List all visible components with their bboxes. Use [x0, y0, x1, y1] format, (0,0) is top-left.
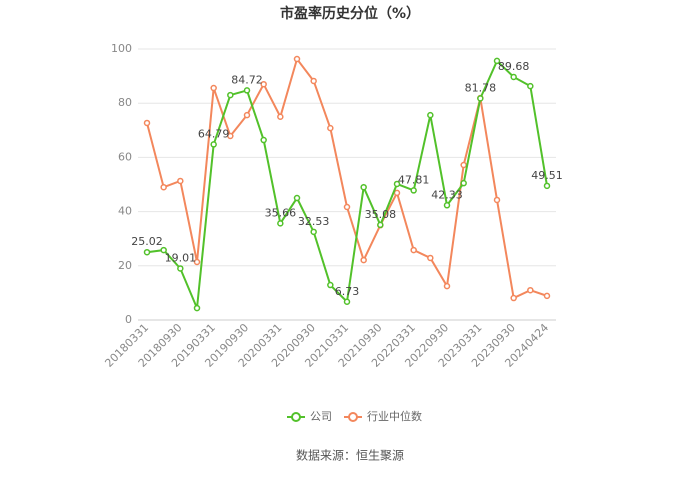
data-point [227, 132, 234, 140]
data-point [543, 292, 551, 300]
data-point [193, 258, 201, 266]
data-point [160, 183, 167, 191]
data-point [460, 161, 467, 169]
data-label: 35.66 [265, 206, 297, 219]
data-label: 49.51 [531, 169, 563, 182]
data-point [260, 136, 267, 144]
source: 数据来源：恒生聚源 [296, 448, 404, 463]
data-point [177, 265, 184, 272]
data-point [177, 177, 184, 185]
data-point [210, 141, 217, 148]
series-line [146, 56, 548, 300]
data-point [327, 124, 334, 132]
data-point [393, 180, 401, 188]
y-tick-label: 80 [118, 96, 132, 109]
data-point [527, 82, 534, 90]
data-point [277, 113, 284, 120]
data-point [543, 182, 551, 190]
y-tick-label: 0 [125, 313, 132, 326]
legend-item: 行业中位数 [344, 409, 422, 423]
data-point [410, 187, 417, 194]
data-label: 42.33 [431, 188, 463, 201]
legend-label: 公司 [310, 410, 332, 423]
data-label: 64.79 [198, 127, 230, 140]
data-point [193, 304, 201, 312]
data-point [360, 256, 367, 264]
data-point [143, 248, 151, 256]
data-point [293, 194, 301, 202]
data-point [343, 298, 351, 306]
legend-label: 行业中位数 [367, 409, 422, 423]
y-tick-label: 100 [111, 42, 132, 55]
chart-title: 市盈率历史分位（%） [280, 5, 420, 22]
data-point [443, 202, 451, 209]
data-point [327, 281, 334, 289]
data-point [493, 57, 501, 65]
series-line [146, 59, 548, 309]
data-point [310, 228, 317, 236]
data-point [243, 87, 251, 94]
data-point [427, 111, 434, 119]
data-point [160, 246, 167, 254]
legend-marker [348, 412, 358, 422]
y-tick-label: 40 [118, 205, 132, 218]
data-point [293, 55, 301, 63]
data-label: 81.78 [465, 81, 497, 94]
data-point [260, 80, 267, 88]
data-label: 6.73 [335, 285, 360, 298]
data-point [143, 119, 151, 127]
data-point [510, 73, 517, 81]
y-tick-label: 20 [118, 259, 132, 272]
data-label: 35.08 [365, 208, 397, 221]
data-point [310, 77, 317, 85]
legend-item: 公司 [287, 410, 332, 423]
data-point [210, 84, 217, 92]
data-label: 89.68 [498, 60, 530, 73]
data-point [243, 111, 251, 119]
data-point [443, 282, 451, 290]
y-tick-label: 60 [118, 150, 132, 163]
data-label: 47.81 [398, 173, 430, 186]
data-point [460, 179, 467, 187]
data-label: 84.72 [231, 73, 263, 86]
data-point [527, 286, 534, 294]
data-point [393, 189, 401, 197]
data-point [360, 183, 367, 191]
data-point [343, 203, 351, 211]
data-point [427, 254, 434, 262]
legend-marker [291, 412, 301, 422]
data-point [227, 91, 234, 99]
data-point [510, 294, 517, 302]
data-point [277, 220, 284, 227]
data-point [410, 246, 417, 254]
data-point [493, 196, 501, 204]
data-point [377, 221, 384, 229]
data-label: 25.02 [131, 235, 163, 248]
data-label: 19.01 [165, 251, 197, 264]
data-label: 32.53 [298, 215, 330, 228]
data-point [477, 95, 484, 102]
